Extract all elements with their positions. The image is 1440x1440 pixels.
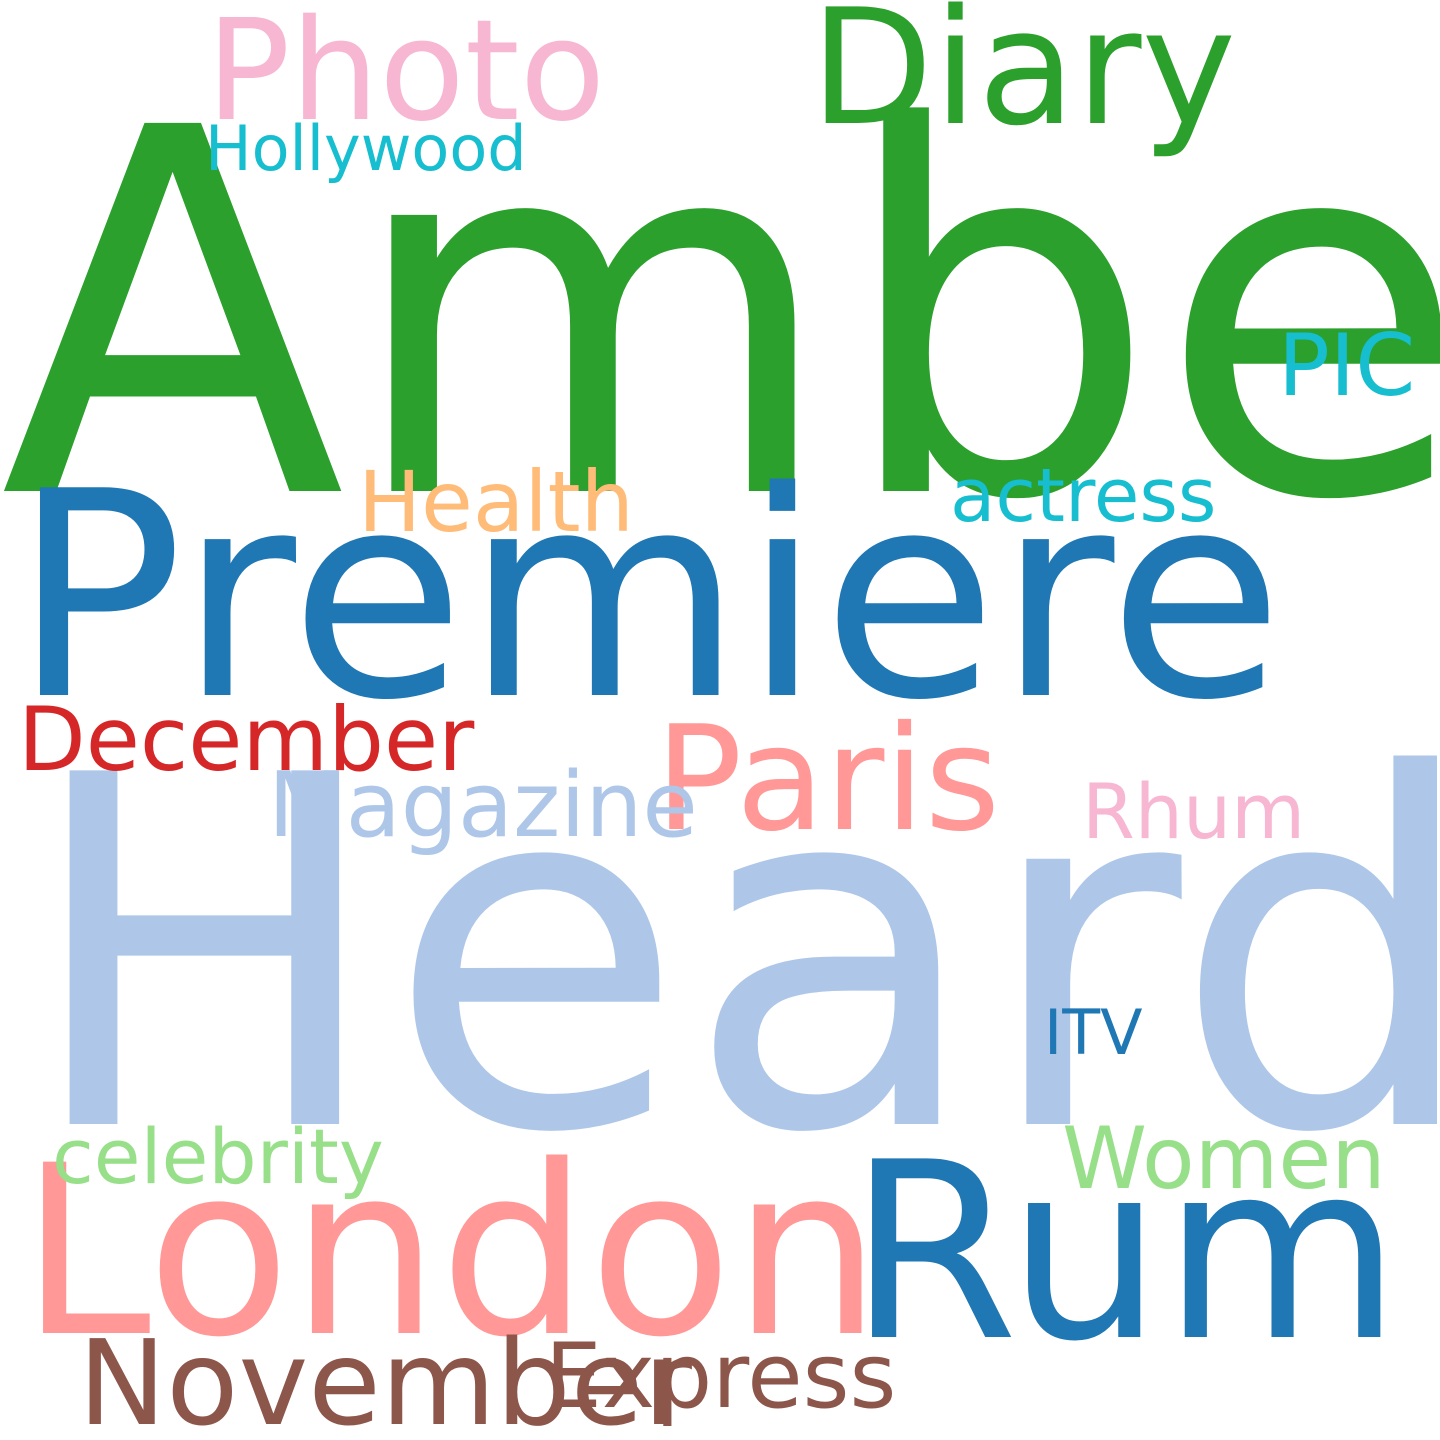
word-celebrity: celebrity <box>52 1112 384 1201</box>
word-health: Health <box>358 453 634 551</box>
word-pic: PIC <box>1278 316 1416 416</box>
word-hollywood: Hollywood <box>205 112 527 185</box>
word-diary: Diary <box>810 0 1237 161</box>
word-december: December <box>18 688 475 791</box>
word-rhum: Rhum <box>1082 767 1306 856</box>
word-rum: Rum <box>848 1110 1402 1395</box>
word-november: November <box>78 1314 692 1440</box>
word-magazine: Magazine <box>268 753 698 858</box>
word-express: Express <box>545 1324 897 1429</box>
word-london: London <box>20 1116 882 1389</box>
word-photo: Photo <box>206 0 606 153</box>
word-premiere: Premiere <box>12 431 1284 763</box>
word-paris: Paris <box>655 695 1001 864</box>
word-women: Women <box>1062 1109 1386 1209</box>
word-itv: ITV <box>1044 996 1143 1069</box>
word-actress: actress <box>950 453 1217 539</box>
word-amber: Amber <box>0 23 1440 611</box>
word-heard: Heard <box>22 675 1440 1239</box>
